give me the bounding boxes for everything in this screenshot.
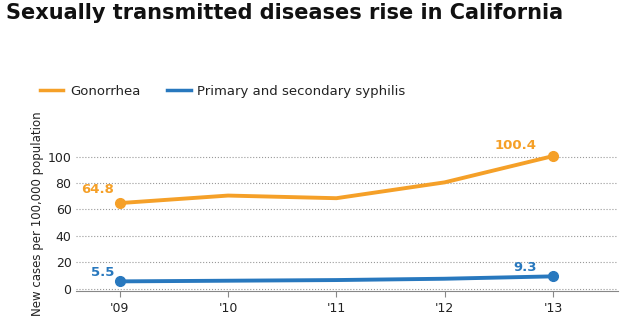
Text: 9.3: 9.3 [513, 261, 537, 274]
Text: 100.4: 100.4 [495, 139, 537, 152]
Legend: Gonorrhea, Primary and secondary syphilis: Gonorrhea, Primary and secondary syphili… [39, 85, 405, 98]
Text: Sexually transmitted diseases rise in California: Sexually transmitted diseases rise in Ca… [6, 3, 564, 23]
Text: 64.8: 64.8 [82, 183, 115, 197]
Y-axis label: New cases per 100,000 population: New cases per 100,000 population [31, 112, 43, 316]
Text: 5.5: 5.5 [91, 266, 115, 279]
